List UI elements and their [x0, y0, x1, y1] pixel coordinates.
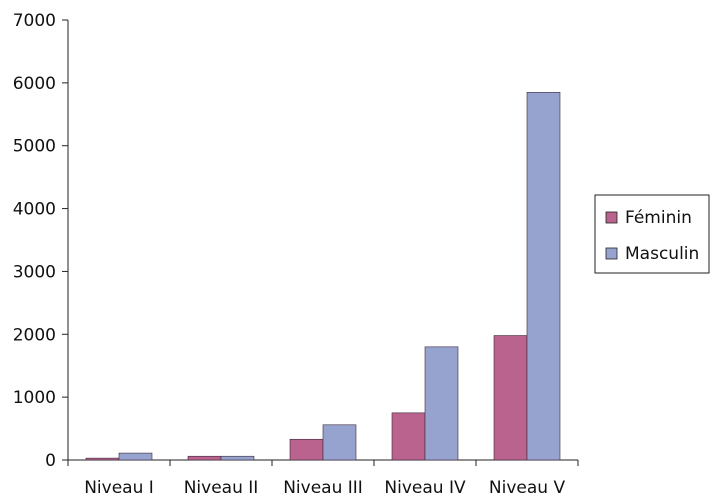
x-tick-label: Niveau I [84, 478, 154, 498]
bar-masculin-1 [118, 452, 153, 461]
legend: Féminin Masculin [594, 194, 710, 274]
bar-masculin-2 [220, 455, 255, 461]
x-axis: Niveau I Niveau II Niveau III Niveau IV Nive… [67, 459, 579, 498]
bar-f-minin-2 [187, 455, 222, 461]
bar-f-minin-4 [391, 412, 426, 461]
y-tick-label: 2000 [13, 325, 56, 345]
x-tick-label: Niveau IV [384, 478, 466, 498]
y-tick-label: 3000 [13, 262, 56, 282]
y-tick-label: 6000 [13, 74, 56, 94]
y-tick-label: 7000 [13, 11, 56, 31]
bar-f-minin-5 [493, 335, 528, 461]
y-tick-label: 0 [45, 451, 56, 471]
x-tick-label: Niveau V [489, 478, 566, 498]
y-tick-label: 4000 [13, 200, 56, 220]
x-tick-label: Niveau II [184, 478, 259, 498]
legend-box [594, 194, 710, 274]
bar-masculin-5 [526, 91, 561, 461]
bar-f-minin-1 [85, 457, 120, 461]
legend-swatch-masculin [605, 247, 618, 260]
y-axis: 0 1000 2000 3000 4000 5000 6000 7000 [13, 11, 69, 471]
y-tick-label: 5000 [13, 137, 56, 157]
legend-label: Masculin [625, 244, 699, 264]
legend-swatch-f-minin [605, 211, 618, 224]
bars [85, 91, 561, 461]
bar-f-minin-3 [289, 438, 324, 461]
bar-masculin-4 [424, 346, 459, 461]
legend-label: Féminin [625, 208, 692, 228]
bar-masculin-3 [322, 424, 357, 461]
y-tick-label: 1000 [13, 388, 56, 408]
x-tick-label: Niveau III [283, 478, 363, 498]
